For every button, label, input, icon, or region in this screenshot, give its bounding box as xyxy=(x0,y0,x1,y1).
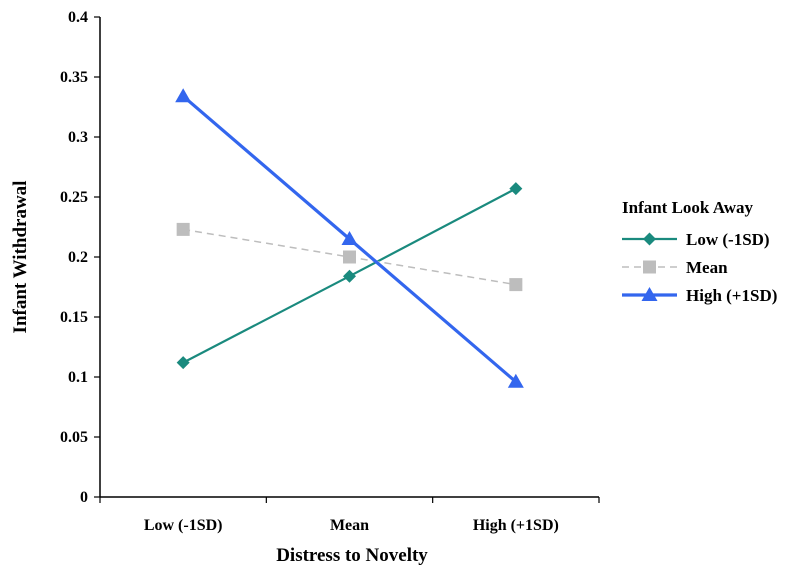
legend-item: Low (-1SD) xyxy=(622,230,770,249)
y-tick-label: 0.4 xyxy=(68,9,88,26)
legend-item: Mean xyxy=(622,258,728,277)
y-tick-label: 0.1 xyxy=(68,369,88,386)
y-tick-label: 0.25 xyxy=(60,189,88,206)
legend-marker xyxy=(643,260,656,274)
legend-label: Low (-1SD) xyxy=(686,230,770,249)
data-point xyxy=(509,278,523,292)
series-layer xyxy=(175,88,524,388)
data-point xyxy=(175,88,192,103)
data-point xyxy=(343,269,356,283)
data-point xyxy=(507,373,524,388)
y-axis-title: Infant Withdrawal xyxy=(10,181,31,334)
y-tick-label: 0.3 xyxy=(68,129,88,146)
data-point xyxy=(343,250,356,264)
legend-title: Infant Look Away xyxy=(622,198,753,217)
legend-marker xyxy=(643,232,656,246)
legend-item: High (+1SD) xyxy=(622,286,777,305)
y-axis: 0 0.05 0.1 0.15 0.2 0.25 0.3 0.35 0.4 xyxy=(60,9,100,506)
series-square xyxy=(176,222,523,292)
series-triangle xyxy=(175,88,524,388)
x-tick-label: Low (-1SD) xyxy=(144,517,223,534)
y-tick-label: 0 xyxy=(80,489,88,506)
y-tick-label: 0.15 xyxy=(60,309,88,326)
x-axis: Low (-1SD) Mean High (+1SD) xyxy=(99,497,600,534)
legend-marker xyxy=(641,287,658,301)
x-tick-label: High (+1SD) xyxy=(473,517,559,534)
y-tick-label: 0.05 xyxy=(60,429,88,446)
legend: Infant Look Away Low (-1SD) Mean High (+1S… xyxy=(622,198,777,305)
data-point xyxy=(341,231,358,245)
y-tick-label: 0.35 xyxy=(60,69,88,86)
series-diamond xyxy=(176,182,523,370)
legend-label: High (+1SD) xyxy=(686,286,777,305)
legend-label: Mean xyxy=(686,258,728,277)
data-point xyxy=(509,182,523,196)
data-point xyxy=(176,222,190,236)
x-axis-title: Distress to Novelty xyxy=(276,545,428,566)
x-tick-label: Mean xyxy=(330,517,369,534)
y-tick-label: 0.2 xyxy=(68,249,88,266)
data-point xyxy=(176,356,190,370)
